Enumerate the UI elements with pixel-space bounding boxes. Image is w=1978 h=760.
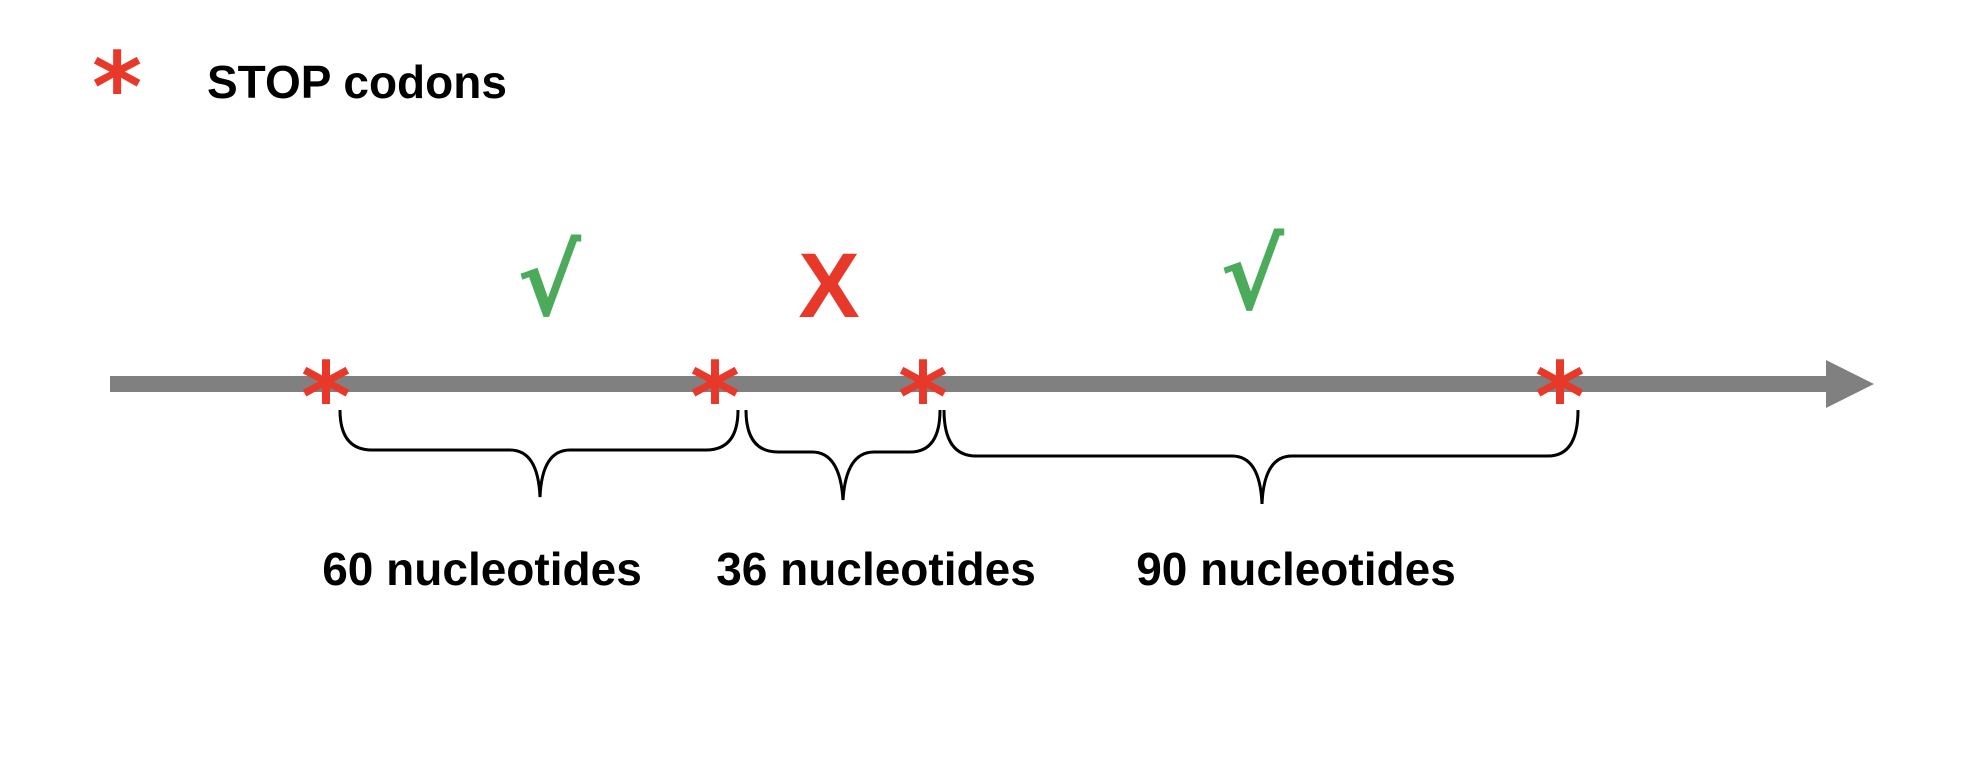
stop-codon-2-icon: * xyxy=(689,342,741,454)
legend-stop-codon-icon: * xyxy=(92,32,143,144)
segment-2-x-icon: X xyxy=(798,235,860,337)
segment-3-brace xyxy=(942,409,1580,505)
segment-1-check-icon: √ xyxy=(516,226,582,338)
stop-codon-1-icon: * xyxy=(300,342,352,454)
segment-1-label: 60 nucleotides xyxy=(322,543,642,595)
segment-3-check-icon: √ xyxy=(1219,220,1285,332)
segment-2-label: 36 nucleotides xyxy=(716,543,1036,595)
stop-codon-4-icon: * xyxy=(1534,342,1586,454)
segment-2-brace xyxy=(744,409,942,501)
stop-codon-3-icon: * xyxy=(897,342,949,454)
sequence-arrow-head xyxy=(1826,360,1874,408)
legend-label: STOP codons xyxy=(207,56,507,108)
segment-3-label: 90 nucleotides xyxy=(1136,543,1456,595)
segment-1-brace xyxy=(338,409,740,498)
